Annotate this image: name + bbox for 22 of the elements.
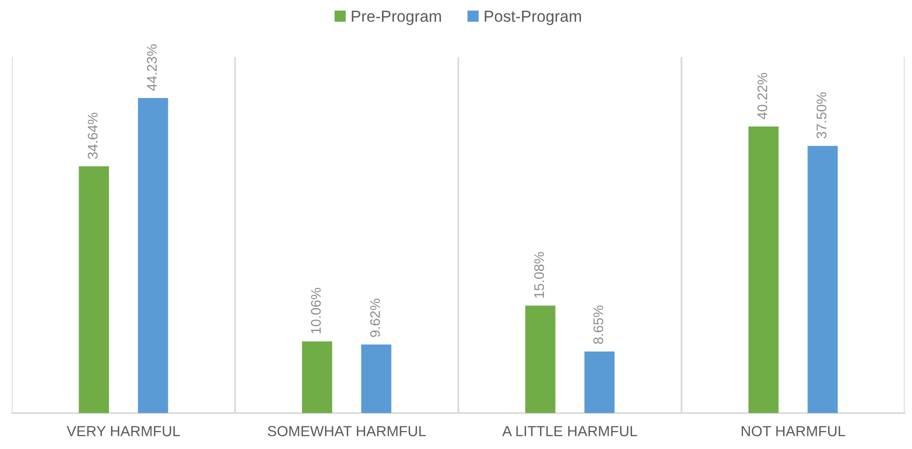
bar [302, 341, 332, 414]
bar [525, 306, 556, 414]
x-tick-label: VERY HARMFUL [66, 426, 180, 436]
legend-label: Post-Program [484, 10, 581, 26]
x-tick-label: A LITTLE HARMFUL [502, 426, 638, 436]
bar [78, 166, 109, 414]
data-label: 10.06% [310, 288, 321, 334]
bar [808, 146, 838, 414]
data-label: 34.64% [88, 112, 98, 159]
data-label: 9.62% [370, 298, 380, 337]
data-label: 40.22% [757, 72, 768, 120]
data-label: 15.08% [534, 252, 544, 298]
bar [584, 351, 615, 414]
x-tick-label: NOT HARMFUL [742, 426, 846, 436]
legend-label: Pre-Program [352, 10, 441, 26]
data-label: 44.23% [146, 44, 157, 91]
bar [361, 344, 392, 414]
bar [748, 126, 779, 414]
data-label: 8.65% [593, 306, 604, 344]
x-tick-label: SOMEWHAT HARMFUL [268, 426, 426, 436]
data-label: 37.50% [816, 92, 826, 138]
bar [138, 98, 168, 414]
